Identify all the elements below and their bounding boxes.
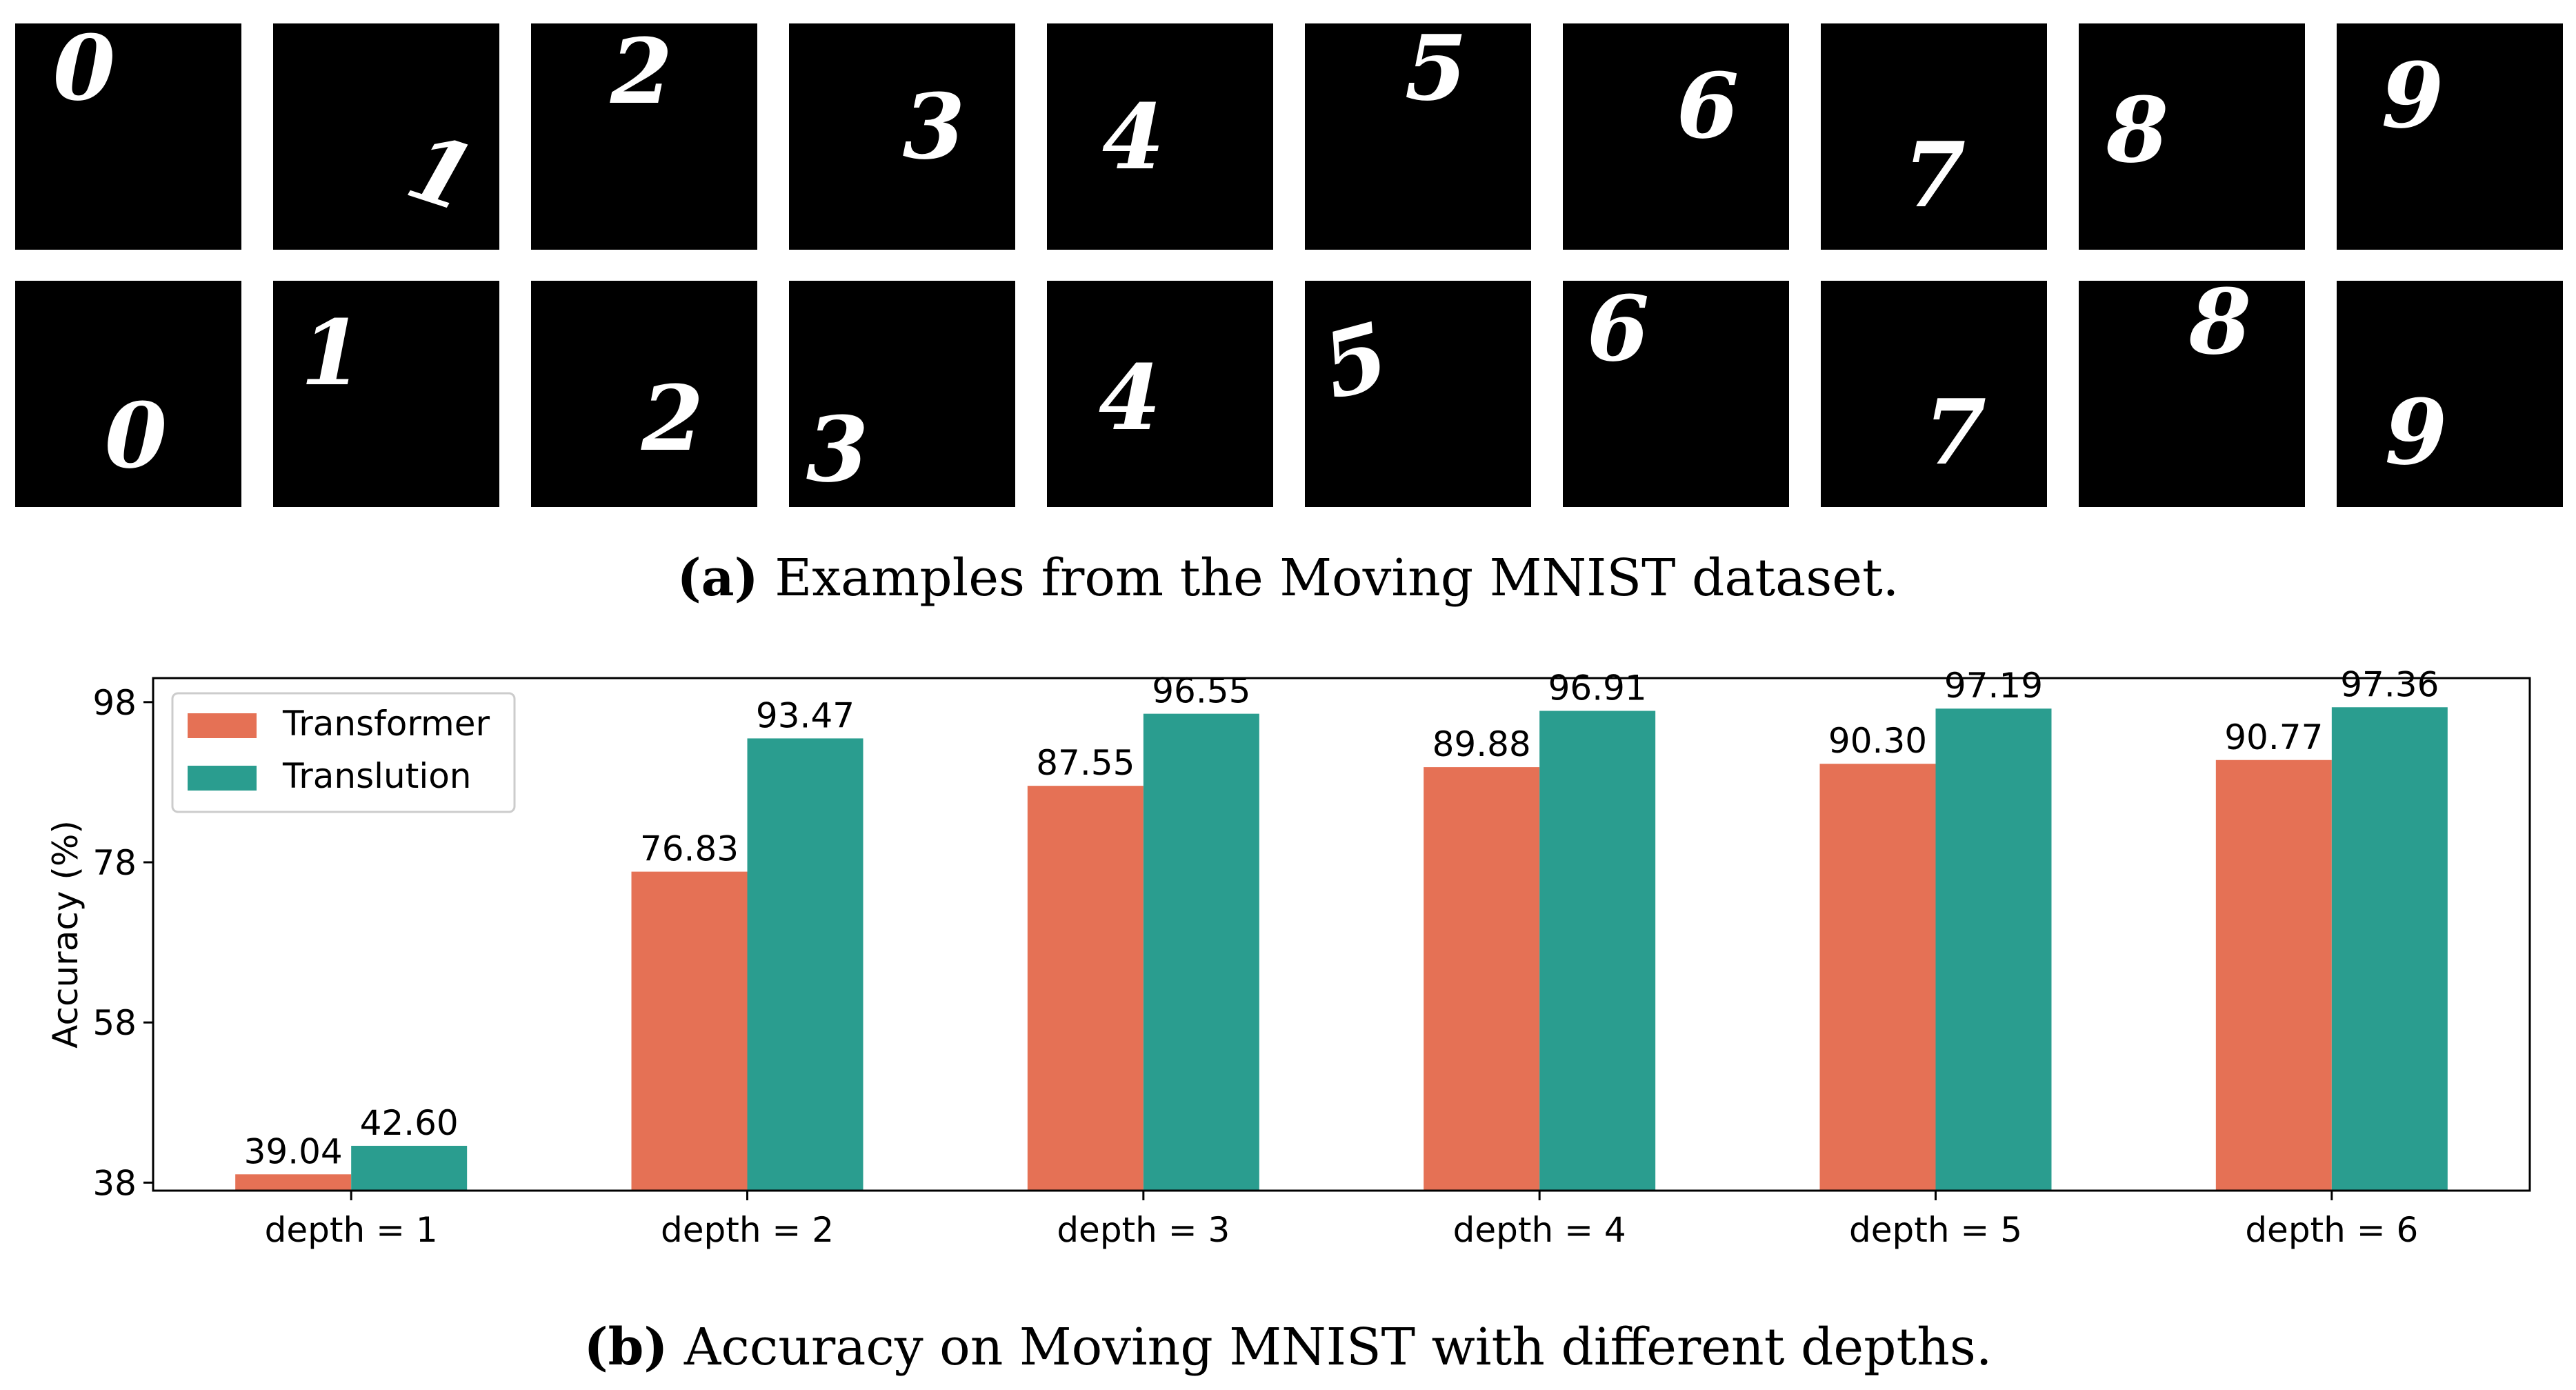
value-label: 97.36 (2340, 664, 2439, 704)
digit-glyph: 9 (2382, 43, 2444, 148)
bar-transformer-2 (631, 871, 748, 1191)
digit-glyph: 5 (1405, 15, 1467, 121)
value-label: 42.60 (360, 1103, 459, 1143)
digit-tile: 3 (789, 23, 1015, 250)
x-tick-label: depth = 5 (1849, 1210, 2022, 1250)
digit-glyph: 8 (2106, 77, 2168, 183)
legend-swatch-transformer (188, 713, 257, 738)
digit-glyph: 7 (1924, 379, 1986, 485)
y-axis-label: Accuracy (%) (46, 820, 86, 1049)
value-label: 90.77 (2224, 717, 2323, 757)
x-tick-label: depth = 2 (661, 1210, 834, 1250)
digit-tile: 1 (273, 281, 499, 507)
y-tick-label: 38 (92, 1163, 137, 1203)
digit-tile: 7 (1821, 23, 2047, 250)
value-label: 93.47 (756, 695, 855, 735)
value-label: 39.04 (244, 1131, 343, 1171)
bar-translution-2 (747, 738, 863, 1191)
caption-a-label: (a) (677, 548, 759, 608)
axes-layer: depth = 1 depth = 2 depth = 3 depth = 4 dept… (46, 677, 2531, 1250)
legend-swatch-translution (188, 766, 257, 791)
legend-label: Translution (282, 756, 472, 796)
caption-a: (a) Examples from the Moving MNIST datas… (0, 548, 2576, 608)
digit-tile: 1 (273, 23, 499, 250)
bar-transformer-4 (1424, 767, 1540, 1191)
digit-tile: 4 (1047, 281, 1273, 507)
digit-glyph: 4 (1102, 84, 1164, 190)
bar-translution-4 (1539, 711, 1656, 1191)
x-tick-label: depth = 3 (1057, 1210, 1230, 1250)
caption-a-text: Examples from the Moving MNIST dataset. (775, 548, 1899, 608)
legend-label: Transformer (282, 704, 490, 744)
caption-b-text: Accuracy on Moving MNIST with different … (683, 1318, 1993, 1377)
digit-glyph: 0 (53, 15, 115, 121)
digit-tile: 3 (789, 281, 1015, 507)
digit-glyph: 2 (610, 19, 672, 124)
value-label: 89.88 (1432, 724, 1531, 764)
value-label: 87.55 (1036, 743, 1135, 783)
digit-tile: 7 (1821, 281, 2047, 507)
caption-b: (b) Accuracy on Moving MNIST with differ… (0, 1318, 2576, 1377)
digit-glyph: 3 (806, 397, 868, 502)
digit-tile: 9 (2337, 23, 2563, 250)
bar-translution-3 (1143, 713, 1259, 1191)
digit-tile: 0 (15, 15, 241, 250)
digit-glyph: 6 (1587, 276, 1649, 381)
bar-translution-5 (1935, 708, 2052, 1191)
bar-transformer-3 (1027, 786, 1144, 1191)
y-tick-label: 78 (92, 843, 137, 883)
digit-glyph: 3 (903, 74, 965, 179)
digit-glyph: 1 (301, 300, 363, 406)
value-label: 76.83 (640, 829, 739, 869)
bar-translution-6 (2331, 707, 2448, 1191)
x-tick-label: depth = 4 (1453, 1210, 1626, 1250)
digit-glyph: 2 (641, 366, 703, 471)
value-label: 97.19 (1944, 666, 2043, 706)
digit-tile: 5 (1305, 15, 1531, 250)
legend-box (171, 692, 516, 813)
x-tick-label: depth = 6 (2245, 1210, 2418, 1250)
digit-glyph: 9 (2385, 379, 2447, 485)
bars-layer (235, 707, 2448, 1191)
digit-tile: 5 (1305, 281, 1531, 507)
digit-glyph: 6 (1677, 53, 1739, 159)
y-tick-label: 98 (92, 683, 137, 723)
digit-tile: 0 (15, 281, 241, 507)
digit-glyph: 8 (2188, 269, 2251, 375)
plot-frame (152, 677, 2531, 1192)
digit-tile: 6 (1563, 276, 1789, 507)
x-tick-label: depth = 1 (265, 1210, 438, 1250)
digit-glyph: 7 (1904, 122, 1966, 228)
digit-tile: 8 (2079, 269, 2305, 507)
caption-b-label: (b) (583, 1318, 668, 1377)
digit-tile: 6 (1563, 23, 1789, 250)
digit-tile: 2 (531, 19, 757, 250)
digit-glyph: 4 (1099, 345, 1161, 450)
value-label: 96.91 (1548, 668, 1647, 708)
digit-tile: 4 (1047, 23, 1273, 250)
bar-transformer-1 (235, 1174, 352, 1191)
bar-transformer-6 (2215, 759, 2332, 1191)
bar-transformer-5 (1819, 764, 1936, 1191)
bar-translution-1 (351, 1145, 468, 1191)
value-label: 90.30 (1828, 721, 1927, 761)
digit-tile: 2 (531, 281, 757, 507)
y-tick-label: 58 (92, 1003, 137, 1043)
digit-glyph: 0 (105, 383, 167, 488)
digit-tile: 9 (2337, 281, 2563, 507)
value-label: 96.55 (1152, 671, 1250, 711)
value-labels-layer: 39.04 42.60 76.83 93.47 87.55 96.55 89.88 96.91… (244, 664, 2439, 1171)
legend: Transformer Translution (171, 692, 516, 813)
digit-tile: 8 (2079, 23, 2305, 250)
